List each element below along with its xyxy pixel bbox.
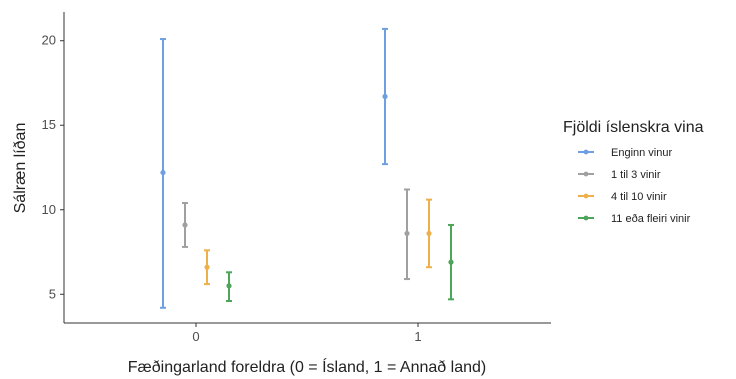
x-tick-label: 1 xyxy=(414,329,421,344)
legend-item: Enginn vinur xyxy=(578,147,672,159)
legend-key-point xyxy=(583,215,589,221)
data-point xyxy=(382,93,388,100)
x-tick-label: 0 xyxy=(192,329,199,344)
legend-title: Fjöldi íslenskra vina xyxy=(563,119,704,136)
series-group xyxy=(182,188,410,281)
y-tick-label: 15 xyxy=(42,117,56,132)
legend-label: 11 eða fleiri vinir xyxy=(611,213,691,225)
legend-items: Enginn vinur 1 til 3 vinir 4 til 10 vinir 1… xyxy=(578,147,691,225)
data-point xyxy=(426,230,432,237)
legend-key-point xyxy=(583,149,589,155)
y-ticks: 5 10 15 20 xyxy=(42,33,64,301)
data-point xyxy=(448,259,454,265)
data-point xyxy=(404,230,410,237)
legend-key-point xyxy=(583,193,589,199)
legend-label: Enginn vinur xyxy=(611,147,672,159)
legend-item: 4 til 10 vinir xyxy=(578,191,667,203)
y-tick-label: 20 xyxy=(42,33,56,48)
data-point xyxy=(204,264,210,270)
y-tick-label: 5 xyxy=(49,286,56,301)
legend-label: 1 til 3 vinir xyxy=(611,169,661,181)
data-point xyxy=(160,169,166,176)
series-group xyxy=(226,223,454,303)
y-axis-title: Sálræn líðan xyxy=(12,123,29,214)
series-marks xyxy=(160,27,454,309)
data-point xyxy=(226,283,232,289)
legend-label: 4 til 10 vinir xyxy=(611,191,667,203)
series-group xyxy=(160,27,388,309)
data-point xyxy=(182,222,188,228)
axes xyxy=(63,12,551,324)
legend: Fjöldi íslenskra vina Enginn vinur 1 til … xyxy=(563,119,704,225)
y-tick-label: 10 xyxy=(42,202,56,217)
series-group xyxy=(204,198,432,286)
legend-key-point xyxy=(583,171,589,177)
legend-item: 1 til 3 vinir xyxy=(578,169,661,181)
x-axis-title: Fæðingarland foreldra (0 = Ísland, 1 = A… xyxy=(128,357,486,376)
legend-item: 11 eða fleiri vinir xyxy=(578,213,691,225)
